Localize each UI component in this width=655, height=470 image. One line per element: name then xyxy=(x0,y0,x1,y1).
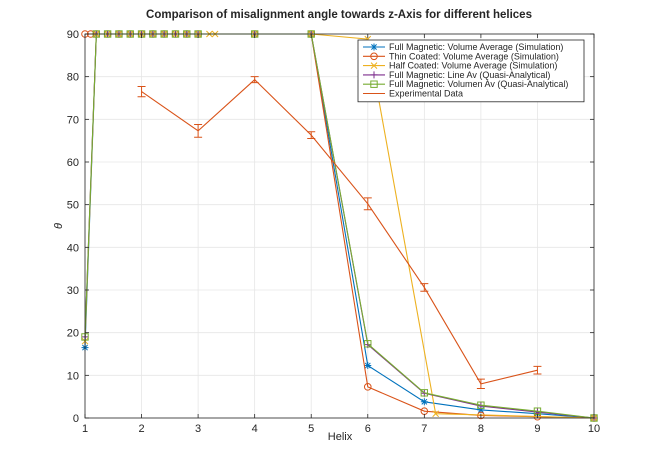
y-axis-label: θ xyxy=(53,223,65,229)
error-bar xyxy=(533,365,542,375)
series-line xyxy=(141,78,538,385)
y-tick-label: 10 xyxy=(67,370,79,382)
y-tick-label: 70 xyxy=(67,114,79,126)
error-bar xyxy=(137,85,146,98)
data-point-square xyxy=(370,80,378,88)
error-bar xyxy=(476,378,485,390)
x-tick-label: 3 xyxy=(195,423,201,435)
plot-frame xyxy=(84,33,595,419)
y-tick-label: 90 xyxy=(67,29,79,41)
error-bar xyxy=(250,76,259,84)
data-point-square xyxy=(477,401,485,409)
series-5 xyxy=(137,76,542,390)
legend-label: Thin Coated: Volume Average (Simulation) xyxy=(389,51,559,61)
error-bar xyxy=(307,131,316,140)
data-point-asterisk xyxy=(420,398,428,406)
legend: Full Magnetic: Volume Average (Simulatio… xyxy=(357,39,585,103)
x-tick-label: 5 xyxy=(308,423,314,435)
legend-label: Half Coated: Volume Average (Simulation) xyxy=(389,61,557,71)
legend-item: Full Magnetic: Line Av (Quasi-Analytical… xyxy=(363,70,550,80)
y-tick-label: 50 xyxy=(67,200,79,212)
data-point-circle xyxy=(370,52,378,61)
y-tick-label: 20 xyxy=(67,328,79,340)
legend-label: Full Magnetic: Volume Average (Simulatio… xyxy=(389,42,563,52)
legend-item: Experimental Data xyxy=(363,89,463,99)
x-axis: 1 2 3 4 5 6 7 8 9 10 xyxy=(82,34,600,435)
data-point-cross xyxy=(370,62,378,69)
legend-item: Thin Coated: Volume Average (Simulation) xyxy=(363,51,559,61)
x-tick-label: 2 xyxy=(138,423,144,435)
error-bar xyxy=(420,283,429,292)
data-point-square xyxy=(420,389,429,397)
x-tick-label: 10 xyxy=(588,423,600,435)
legend-label: Full Magnetic: Volumen Av (Quasi-Analyti… xyxy=(389,79,568,89)
data-point-square xyxy=(364,340,372,348)
chart-title: Comparison of misalignment angle towards… xyxy=(146,9,532,21)
y-tick-label: 30 xyxy=(67,285,79,297)
y-axis: 0 10 20 30 40 50 60 70 80 90 xyxy=(67,29,594,425)
y-tick-label: 60 xyxy=(67,157,79,169)
y-tick-label: 0 xyxy=(73,413,79,425)
error-bar xyxy=(363,197,372,211)
x-tick-label: 7 xyxy=(421,423,427,435)
data-point-asterisk xyxy=(477,406,485,414)
x-tick-label: 6 xyxy=(365,423,371,435)
y-tick-label: 80 xyxy=(67,72,79,84)
data-point-circle xyxy=(363,383,372,391)
legend-item: Full Magnetic: Volume Average (Simulatio… xyxy=(363,42,563,52)
legend-box xyxy=(357,39,585,103)
x-tick-label: 9 xyxy=(534,423,540,435)
legend-item: Half Coated: Volume Average (Simulation) xyxy=(363,61,557,71)
x-tick-label: 4 xyxy=(252,423,258,435)
y-tick-label: 40 xyxy=(67,242,79,254)
x-tick-label: 8 xyxy=(478,423,484,435)
data-point-plus xyxy=(370,71,378,79)
data-point-asterisk xyxy=(370,43,378,51)
legend-label: Full Magnetic: Line Av (Quasi-Analytical… xyxy=(389,70,550,80)
x-tick-label: 1 xyxy=(82,423,88,435)
error-bar xyxy=(194,123,203,138)
x-axis-label: Helix xyxy=(328,431,353,443)
data-point-asterisk xyxy=(364,362,372,370)
legend-label: Experimental Data xyxy=(389,89,463,99)
data-point-cross xyxy=(432,410,439,418)
legend-item: Full Magnetic: Volumen Av (Quasi-Analyti… xyxy=(363,79,568,89)
